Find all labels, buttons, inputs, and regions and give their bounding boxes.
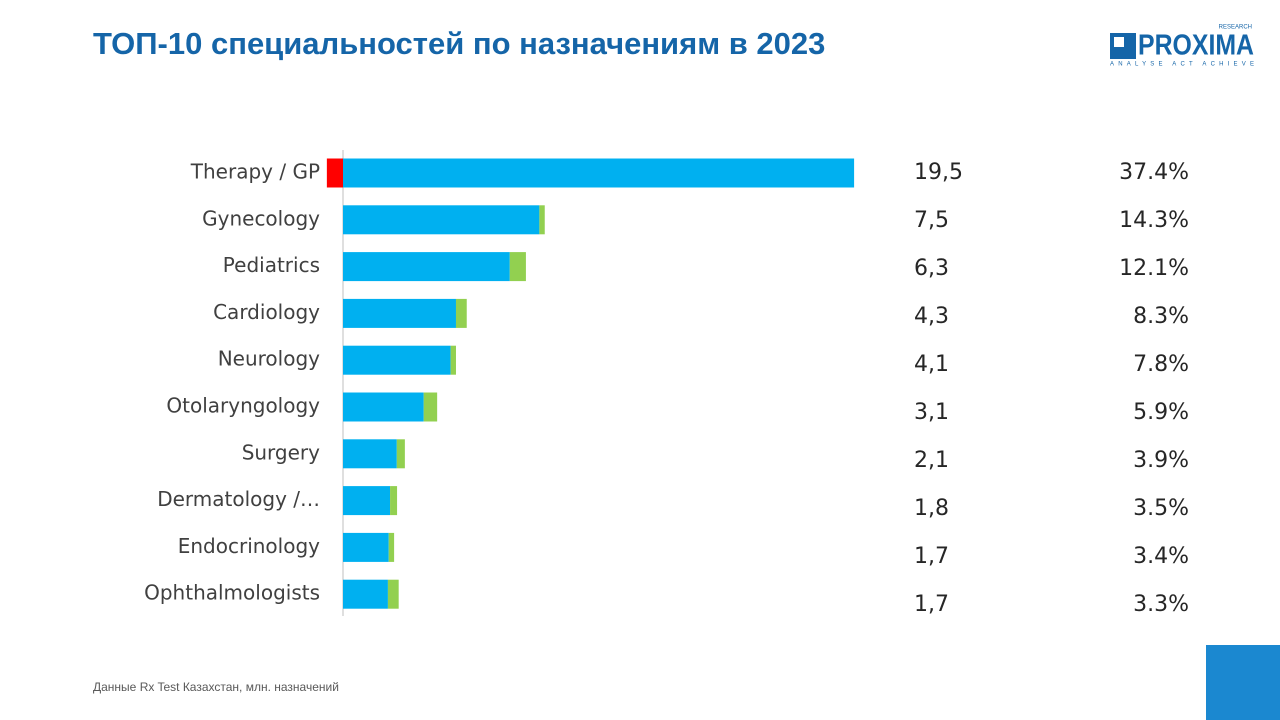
- bar-segment: [423, 392, 438, 422]
- footnote: Данные Rx Test Казахстан, млн. назначени…: [93, 680, 339, 694]
- total-label: 1,8: [914, 496, 949, 521]
- bar-segment: [387, 579, 399, 609]
- logo-name: PROXIMA: [1138, 30, 1254, 62]
- bar-segment: [343, 392, 424, 422]
- share-label: 8.3%: [1133, 304, 1189, 329]
- bar-segment: [343, 345, 451, 375]
- bar-segment: [396, 439, 405, 469]
- chart-title: ТОП-10 специальностей по назначениям в 2…: [93, 26, 825, 61]
- total-label: 6,3: [914, 256, 949, 281]
- total-label: 1,7: [914, 592, 949, 617]
- logo-tagline: ANALYSE ACT ACHIEVE: [1110, 62, 1254, 68]
- share-label: 5.9%: [1133, 400, 1189, 425]
- bar-segment: [343, 205, 540, 235]
- bar-segment: [388, 532, 395, 562]
- category-label: Ophthalmologists: [144, 581, 320, 605]
- category-label: Dermatology /…: [157, 487, 320, 511]
- category-label: Otolaryngology: [166, 394, 320, 418]
- bar-segment: [539, 205, 545, 235]
- category-label: Surgery: [242, 440, 320, 464]
- bar-segment: [343, 298, 456, 328]
- total-label: 7,5: [914, 208, 949, 233]
- bar-segment: [343, 486, 391, 516]
- category-label: Pediatrics: [223, 253, 320, 277]
- category-label: Gynecology: [202, 206, 320, 230]
- category-label: Cardiology: [213, 300, 320, 324]
- logo: PROXIMA RESEARCH ANALYSE ACT ACHIEVE: [1110, 25, 1254, 68]
- logo-top: RESEARCH: [1219, 25, 1252, 31]
- total-label: 4,1: [914, 352, 949, 377]
- category-label: Therapy / GP: [190, 160, 320, 184]
- bar-segment: [390, 486, 398, 516]
- category-label: Neurology: [218, 347, 320, 371]
- bar-segment: [343, 252, 510, 282]
- total-label: 19,5: [914, 160, 963, 185]
- bar-segment: [343, 158, 855, 188]
- share-label: 7.8%: [1133, 352, 1189, 377]
- share-label: 14.3%: [1119, 208, 1189, 233]
- bar-segment: [343, 579, 388, 609]
- share-label: 37.4%: [1119, 160, 1189, 185]
- total-label: 3,1: [914, 400, 949, 425]
- bar-segment: [326, 158, 343, 188]
- bar-segment: [455, 298, 467, 328]
- total-label: 2,1: [914, 448, 949, 473]
- category-label: Endocrinology: [178, 534, 320, 558]
- bar-segment: [343, 439, 397, 469]
- share-label: 3.3%: [1133, 592, 1189, 617]
- bar-segment: [343, 532, 389, 562]
- bar-segment: [509, 252, 526, 282]
- share-label: 3.9%: [1133, 448, 1189, 473]
- share-label: 3.4%: [1133, 544, 1189, 569]
- corner-block: [1206, 645, 1280, 720]
- share-label: 12.1%: [1119, 256, 1189, 281]
- logo-square-inner: [1114, 37, 1124, 47]
- total-label: 1,7: [914, 544, 949, 569]
- bar-segment: [450, 345, 456, 375]
- share-label: 3.5%: [1133, 496, 1189, 521]
- total-label: 4,3: [914, 304, 949, 329]
